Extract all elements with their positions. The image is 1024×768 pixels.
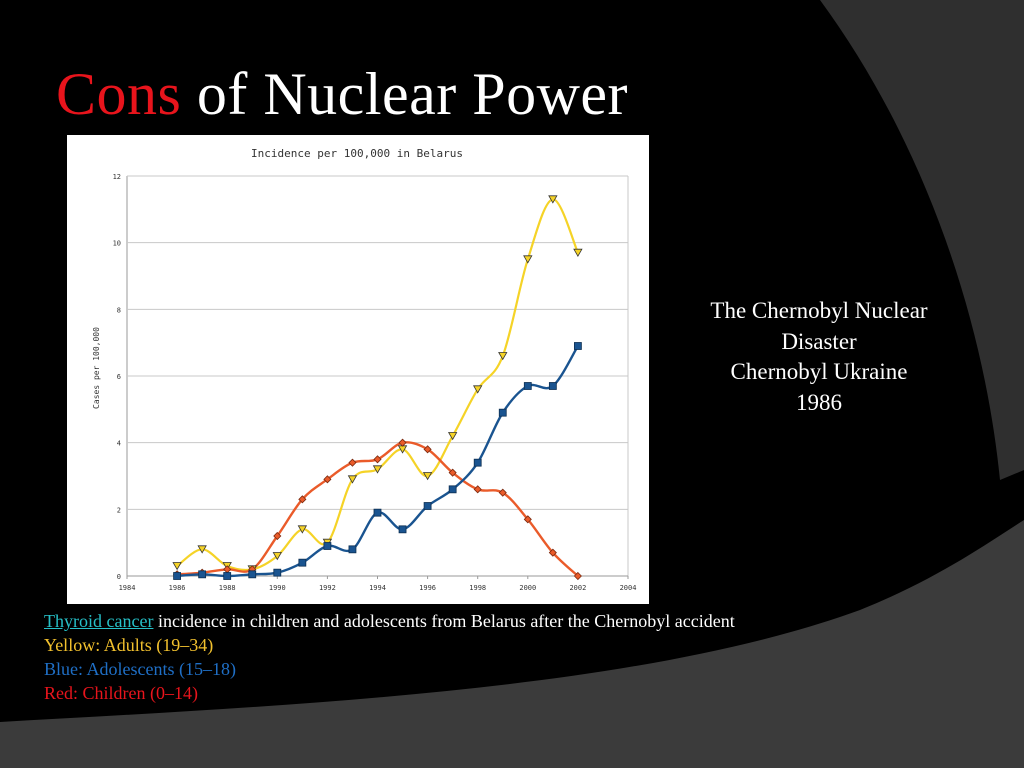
chart-x-tick-1996: 1996	[419, 584, 436, 592]
marker-adults-1997	[447, 432, 458, 441]
marker-children-1996	[423, 445, 432, 454]
chart-x-tick-1986: 1986	[169, 584, 186, 592]
marker-adults-1993	[347, 475, 358, 484]
chart-y-tick-2: 2	[117, 506, 121, 514]
marker-adolescents-1999	[498, 408, 507, 417]
chart-y-tick-6: 6	[117, 373, 121, 381]
chart-x-ticks: 1984 1986 1988 1990 1992 1994 1996 1998 2000 2002…	[119, 576, 637, 592]
marker-adults-1991	[297, 525, 308, 534]
marker-adolescents-1996	[423, 502, 432, 510]
marker-children-2002	[573, 571, 582, 581]
background-swoosh-top	[820, 0, 1024, 480]
chart-x-tick-1992: 1992	[319, 584, 336, 592]
chart-x-tick-1998: 1998	[469, 584, 486, 592]
marker-children-2001	[548, 548, 557, 557]
marker-adolescents-1993	[348, 545, 357, 554]
marker-adults-2001	[548, 195, 558, 204]
marker-children-1990	[273, 531, 282, 541]
chart-x-tick-1990: 1990	[269, 584, 286, 592]
marker-children-1998	[473, 485, 482, 494]
caption-line-2: Disaster	[781, 328, 857, 354]
marker-adults-1986	[172, 562, 182, 571]
notes-line-1-text: incidence in children and adolescents fr…	[153, 611, 735, 631]
legend-red-children: Red: Children (0–14)	[44, 683, 198, 703]
chart-y-ticks: 0 2 4 6 8 10 12	[113, 173, 121, 581]
marker-adolescents-1997	[448, 485, 457, 494]
marker-adults-1999	[498, 352, 508, 361]
chart-y-tick-12: 12	[113, 173, 121, 181]
marker-adolescents-2002	[573, 342, 582, 350]
marker-adolescents-1994	[373, 508, 382, 517]
caption-line-4: 1986	[796, 389, 842, 415]
legend-yellow-adults: Yellow: Adults (19–34)	[44, 635, 214, 655]
marker-adolescents-1986	[173, 572, 181, 580]
marker-adolescents-1995	[398, 525, 407, 534]
marker-adults-1994	[372, 465, 383, 474]
marker-adults-2000	[523, 255, 533, 264]
slide-title: Cons of Nuclear Power	[56, 60, 628, 129]
marker-children-1995	[398, 438, 407, 447]
title-rest: of Nuclear Power	[181, 61, 629, 127]
legend-blue-adolescents: Blue: Adolescents (15–18)	[44, 659, 236, 679]
chernobyl-caption: The Chernobyl Nuclear Disaster Chernobyl…	[666, 296, 972, 418]
marker-adolescents-1998	[473, 458, 482, 467]
chart-y-axis-label: Cases per 100,000	[92, 327, 101, 409]
marker-adults-1996	[422, 472, 433, 481]
chart-y-tick-4: 4	[117, 440, 121, 448]
title-accent: Cons	[56, 61, 182, 127]
chart-markers	[172, 195, 583, 581]
marker-adolescents-1992	[323, 542, 332, 550]
marker-adolescents-1991	[298, 558, 307, 567]
marker-children-1994	[373, 455, 382, 464]
chart-x-tick-2004: 2004	[620, 584, 637, 592]
chart-title: Incidence per 100,000 in Belarus	[251, 147, 463, 160]
background-swoosh-bottom	[0, 520, 1024, 768]
marker-children-1997	[448, 468, 457, 477]
chart-x-tick-1984: 1984	[119, 584, 136, 592]
chart-x-tick-2002: 2002	[569, 584, 586, 592]
marker-adolescents-1989	[248, 570, 257, 579]
marker-adolescents-2001	[548, 382, 557, 390]
thyroid-cancer-link[interactable]: Thyroid cancer	[44, 611, 154, 631]
chart-series-lines	[176, 198, 579, 578]
marker-adults-1987	[197, 545, 207, 554]
caption-line-1: The Chernobyl Nuclear	[710, 298, 928, 323]
marker-adults-1990	[272, 552, 282, 561]
marker-children-1999	[498, 488, 507, 497]
chart-y-tick-10: 10	[113, 240, 121, 248]
chart-x-tick-2000: 2000	[519, 584, 536, 592]
notes-line-1: Thyroid cancer incidence in children and…	[44, 609, 735, 633]
marker-adolescents-1988	[223, 572, 232, 580]
marker-children-2000	[523, 515, 532, 524]
marker-children-1993	[348, 458, 357, 467]
marker-children-1992	[323, 475, 332, 484]
marker-children-1991	[298, 495, 307, 504]
marker-adolescents-2000	[523, 382, 532, 390]
chart-panel: Incidence per 100,000 in Belarus Cases p…	[67, 135, 649, 604]
chart-x-tick-1988: 1988	[219, 584, 236, 592]
chart-notes: Thyroid cancer incidence in children and…	[44, 609, 735, 705]
chart-x-tick-1994: 1994	[369, 584, 386, 592]
marker-adolescents-1987	[198, 570, 207, 579]
chart-y-tick-8: 8	[117, 306, 121, 314]
caption-line-3: Chernobyl Ukraine	[730, 359, 908, 384]
marker-adults-1998	[473, 385, 483, 394]
incidence-chart: Incidence per 100,000 in Belarus Cases p…	[92, 147, 637, 592]
chart-y-tick-0: 0	[117, 573, 121, 581]
marker-adolescents-1990	[273, 568, 282, 577]
marker-adults-2002	[573, 248, 583, 257]
